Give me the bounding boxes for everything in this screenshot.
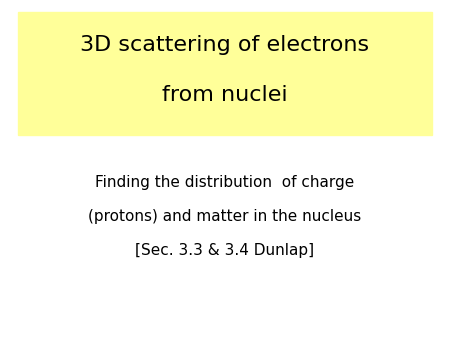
Text: from nuclei: from nuclei (162, 86, 288, 105)
Text: Finding the distribution  of charge: Finding the distribution of charge (95, 175, 355, 190)
Text: 3D scattering of electrons: 3D scattering of electrons (81, 35, 369, 55)
Text: (protons) and matter in the nucleus: (protons) and matter in the nucleus (88, 209, 362, 224)
FancyBboxPatch shape (18, 12, 432, 135)
Text: [Sec. 3.3 & 3.4 Dunlap]: [Sec. 3.3 & 3.4 Dunlap] (135, 243, 315, 258)
